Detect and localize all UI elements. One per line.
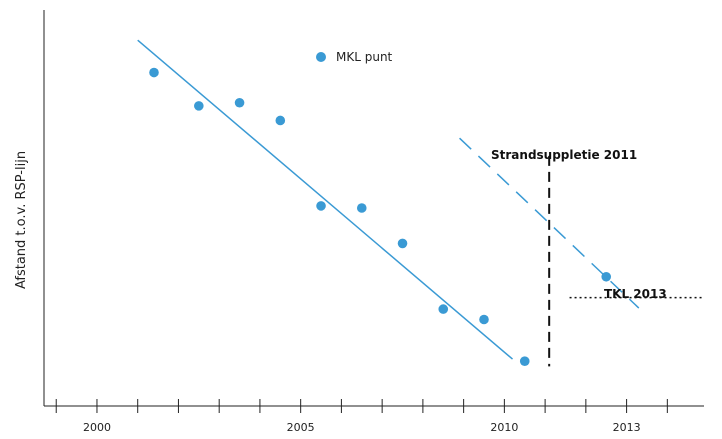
data-points [149, 67, 612, 366]
data-point [149, 67, 159, 78]
annotation-tkl: TKL 2013 [604, 287, 667, 301]
y-axis-label: Afstand t.o.v. RSP-lijn [14, 151, 29, 289]
trend-line-solid [137, 39, 514, 360]
data-point [275, 115, 286, 126]
trend-lines [137, 39, 640, 360]
data-point [479, 314, 489, 325]
data-point [234, 97, 245, 108]
annotation-strandsuppletie: Strandsuppletie 2011 [491, 148, 637, 162]
x-tick-label: 2000 [83, 421, 111, 434]
x-tick-label: 2005 [287, 421, 315, 434]
legend-marker [316, 52, 326, 62]
legend: MKL punt [316, 50, 393, 64]
x-tick-label: 2010 [490, 421, 518, 434]
data-point [194, 101, 204, 111]
data-point [356, 203, 367, 213]
axes: 2000 2005 2010 2013 [43, 10, 704, 434]
data-point [397, 238, 408, 249]
trend-line-dashed [459, 137, 640, 309]
x-tick-label: 2013 [613, 421, 641, 434]
data-point [519, 356, 530, 366]
data-point [601, 271, 612, 282]
legend-label: MKL punt [336, 50, 393, 64]
annotations [548, 155, 704, 367]
data-point [316, 201, 326, 211]
data-point [438, 304, 449, 314]
